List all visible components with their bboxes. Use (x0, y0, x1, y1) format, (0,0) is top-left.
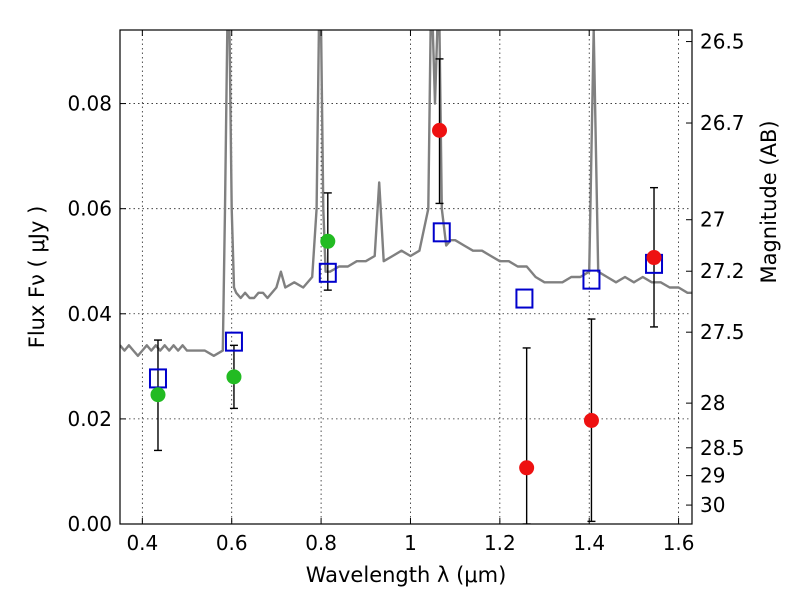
y2-tick-label: 26.7 (700, 111, 745, 135)
y-tick-label: 0.08 (67, 92, 112, 116)
y2-tick-label: 27.5 (700, 320, 745, 344)
y2-tick-label: 28.5 (700, 436, 745, 460)
y2-tick-label: 26.5 (700, 30, 745, 54)
x-tick-label: 0.8 (305, 531, 337, 555)
filled-circle-marker (646, 250, 662, 266)
y-tick-label: 0.00 (67, 512, 112, 536)
open-square-marker (582, 269, 601, 290)
x-tick-label: 0.4 (126, 531, 158, 555)
y2-axis-label: Magnitude (AB) (757, 120, 781, 283)
data-markers (148, 122, 664, 476)
filled-circle-marker (519, 460, 535, 476)
y2-tick-label: 27 (700, 208, 725, 232)
x-tick-label: 1.2 (484, 531, 516, 555)
filled-circle-marker (432, 122, 448, 138)
x-tick-label: 1.4 (573, 531, 605, 555)
filled-circle-marker (226, 369, 242, 385)
y-tick-label: 0.02 (67, 407, 112, 431)
x-tick-label: 1.6 (663, 531, 695, 555)
y2-tick-label: 29 (700, 464, 725, 488)
x-axis-label: Wavelength λ (μm) (306, 563, 507, 587)
model-spectrum (120, 30, 692, 357)
axis-ticks: 0.4 0.6 0.8 1 1.2 1.4 1.6 0.00 0.02 0.04 0.06 0.08 2… (67, 30, 744, 555)
y2-tick-label: 28 (700, 391, 725, 415)
y2-tick-label: 27.2 (700, 259, 745, 283)
y-tick-label: 0.04 (67, 302, 112, 326)
y2-tick-label: 30 (700, 493, 725, 517)
x-tick-label: 1 (404, 531, 417, 555)
filled-circle-marker (150, 387, 166, 403)
spectrum-line (120, 30, 692, 357)
y-axis-label: Flux Fν ( μJy ) (25, 206, 49, 349)
filled-circle-marker (320, 233, 336, 249)
plot-frame (119, 29, 693, 525)
filled-circle-marker (583, 412, 599, 428)
open-square-marker (224, 331, 243, 352)
y-tick-label: 0.06 (67, 197, 112, 221)
open-square-marker (515, 288, 534, 309)
x-tick-label: 0.6 (216, 531, 248, 555)
open-square-marker (432, 222, 451, 243)
open-square-marker (318, 262, 337, 283)
